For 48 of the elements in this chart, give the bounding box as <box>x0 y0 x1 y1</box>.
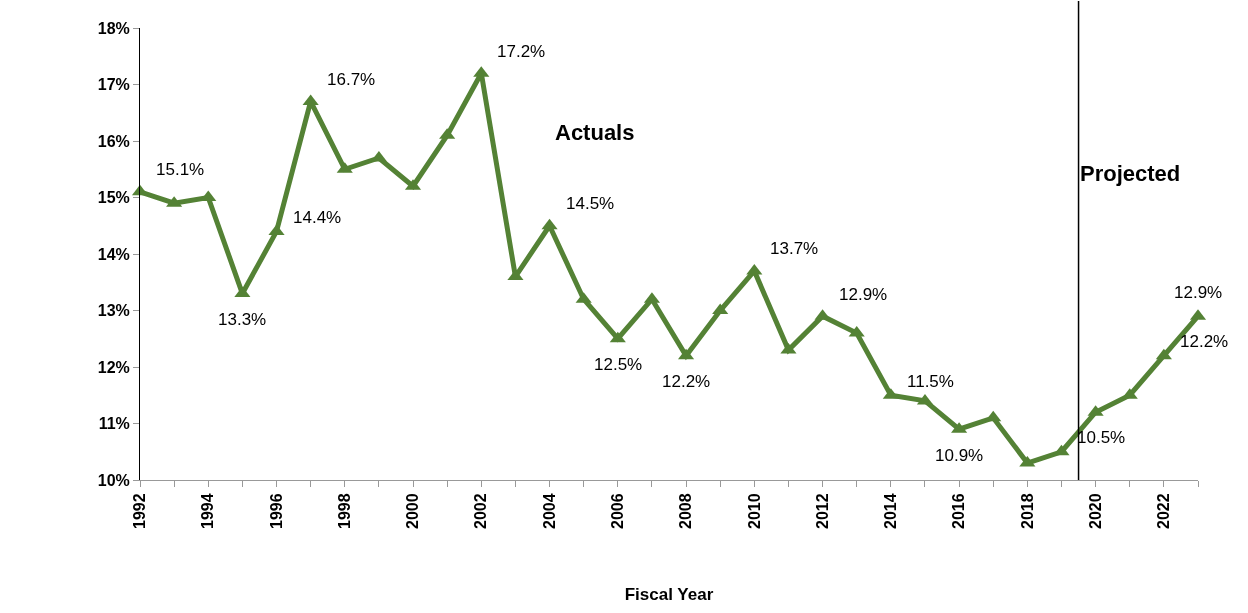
x-tick-label: 1994 <box>199 493 217 529</box>
point <box>609 331 626 343</box>
point <box>541 218 558 230</box>
point <box>234 286 251 298</box>
y-tick-label: 13% <box>97 302 130 320</box>
x-tick-label: 2010 <box>745 493 763 529</box>
x-tick-label: 2000 <box>404 493 422 529</box>
point <box>746 263 763 275</box>
data-label: 13.3% <box>218 310 267 329</box>
x-tick-label: 1998 <box>335 493 353 529</box>
x-tick-label: 2006 <box>609 493 627 529</box>
x-tick-label: 2008 <box>677 493 695 529</box>
x-tick-label: 2020 <box>1086 493 1104 529</box>
y-tick-label: 14% <box>97 245 130 263</box>
data-label: 10.5% <box>1077 428 1126 447</box>
annotation: Actuals <box>555 120 635 145</box>
y-tick-label: 18% <box>97 19 130 37</box>
x-tick-label: 1996 <box>267 493 285 529</box>
data-label: 12.5% <box>594 355 643 374</box>
data-label: 11.5% <box>907 372 954 391</box>
data-label: 14.5% <box>566 194 615 213</box>
y-tick-label: 16% <box>97 132 130 150</box>
y-tick-label: 11% <box>98 415 130 433</box>
data-label: 12.2% <box>662 372 711 391</box>
data-label: 15.1% <box>156 160 205 179</box>
y-tick-label: 17% <box>97 76 130 94</box>
x-tick-label: 2016 <box>950 493 968 529</box>
point <box>1155 348 1172 360</box>
y-tick-label: 12% <box>97 358 130 376</box>
x-tick-label: 2018 <box>1018 493 1036 529</box>
x-tick-label: 2002 <box>472 493 490 529</box>
data-label: 12.9% <box>1174 283 1223 302</box>
x-tick-label: 1992 <box>131 493 149 529</box>
x-tick-label: 2004 <box>540 493 558 529</box>
x-tick-label: 2014 <box>882 493 900 529</box>
data-label: 16.7% <box>327 70 376 89</box>
data-label: 12.2% <box>1180 332 1229 351</box>
data-label: 13.7% <box>770 239 819 258</box>
data-label: 10.9% <box>935 446 984 465</box>
data-label: 14.4% <box>293 208 342 227</box>
x-tick-label: 2022 <box>1155 493 1173 529</box>
data-label: 17.2% <box>497 42 546 61</box>
annotation: Projected <box>1080 161 1181 186</box>
x-tick-label: 2012 <box>813 493 831 529</box>
x-axis-title: Fiscal Year <box>624 585 714 605</box>
y-tick-label: 10% <box>97 471 130 489</box>
data-label: 12.9% <box>839 285 888 304</box>
y-tick-label: 15% <box>97 189 130 207</box>
